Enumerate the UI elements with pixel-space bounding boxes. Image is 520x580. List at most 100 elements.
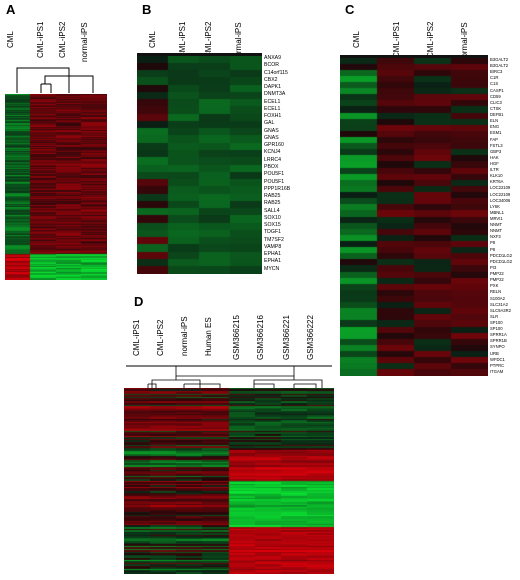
panel-c-gene-label: LOC34006: [490, 197, 511, 203]
panel-b-gene-label: SOX15: [264, 222, 281, 229]
panel-b-gene-label: POU5F1: [264, 171, 285, 178]
panel-c-gene-label: SLC9A3R2: [490, 307, 511, 313]
panel-d-heatmap: [124, 388, 334, 574]
panel-c-gene-label: ILTR: [490, 167, 499, 173]
panel-d-col-4: GSM366215: [232, 315, 241, 360]
panel-c-letter: C: [345, 2, 355, 17]
panel-b-gene-label: SALL4: [264, 207, 280, 214]
panel-c-gene-label: HGF: [490, 160, 499, 166]
panel-c-gene-label: B3GALT2: [490, 57, 509, 62]
panel-c-gene-label: RELN: [490, 289, 502, 295]
panel-b-gene-label: MYCN: [264, 265, 280, 272]
panel-c-col-2: CML-iPS2: [426, 21, 435, 58]
panel-b-gene-label: EPHA1: [264, 251, 282, 258]
panel-c-gene-label: DEFB1: [490, 112, 504, 118]
panel-c-gene-label: SPRR1B: [490, 338, 507, 344]
panel-d-dendrogram: [126, 365, 332, 389]
panel-c-gene-label: SLR: [490, 313, 499, 319]
panel-d-col-7: GSM366222: [306, 315, 315, 360]
panel-c-gene-label: NNMT: [490, 228, 503, 234]
panel-b-gene-label: PPP1R16B: [264, 185, 291, 192]
panel-c-gene-label: C1S: [490, 81, 499, 87]
panel-b-gene-label: SOX10: [264, 214, 281, 221]
panel-b-gene-label: RAB25: [264, 193, 281, 200]
panel-b-heatmap: [137, 56, 262, 274]
panel-b-gene-label: GNAS: [264, 134, 279, 141]
panel-c-gene-label: URB: [490, 350, 499, 356]
panel-b-gene-label: KCNJ4: [264, 149, 281, 156]
panel-b-gene-label: GNAS: [264, 127, 279, 134]
panel-b-gene-label: CBX2: [264, 76, 278, 83]
panel-c-gene-label: FAP: [490, 136, 498, 142]
panel-b-gene-label: DAPK1: [264, 84, 282, 91]
panel-c-gene-label: BIRC3: [490, 69, 503, 75]
panel-b-gene-label: TDGF1: [264, 229, 282, 236]
panel-b-gene-label: ECEL1: [264, 105, 281, 112]
panel-b-gene-label: BCOR: [264, 62, 279, 69]
panel-d-col-3: Human ES: [204, 317, 213, 356]
panel-c-gene-label: P8: [490, 240, 496, 246]
panel-d-letter: D: [134, 294, 144, 309]
panel-c-gene-label: S100A2: [490, 295, 505, 301]
panel-c-gene-label: PMP22: [490, 277, 504, 283]
panel-b-gene-label: C14orf115: [264, 69, 288, 76]
panel-c-gene-label: LOC22109: [490, 191, 511, 197]
panel-c-gene-label: PXK: [490, 283, 499, 289]
panel-d-col-6: GSM366221: [282, 315, 291, 360]
panel-a-heatmap: [5, 94, 107, 280]
panel-a-dendrogram: [16, 67, 94, 93]
panel-c-gene-label: CTSK: [490, 105, 502, 111]
panel-c-gene-label: FSTL3: [490, 142, 503, 148]
panel-a-col-3: normal-iPS: [80, 22, 89, 62]
panel-c-gene-label: GBP3: [490, 148, 502, 154]
panel-c-gene-label: ELN: [490, 118, 499, 124]
panel-c-gene-label: SYNPO: [490, 344, 505, 350]
panel-c-gene-label: SP100: [490, 326, 503, 332]
panel-c-gene-label: PTPRC: [490, 362, 505, 368]
panel-b-gene-label: DNMT3A: [264, 91, 286, 98]
panel-c-gene-label: P8: [490, 246, 496, 252]
panel-b-gene-label: EPHA1: [264, 258, 282, 265]
panel-c-gene-label: KLK10: [490, 173, 503, 179]
panel-b-gene-label: VAMP8: [264, 243, 282, 250]
panel-b-gene-label: RAB25: [264, 200, 281, 207]
panel-b-letter: B: [142, 2, 152, 17]
panel-d-col-0: CML-iPS1: [132, 319, 141, 356]
panel-c-heatmap: [340, 58, 488, 376]
panel-c-gene-label: HAK: [490, 154, 499, 160]
panel-c-gene-label: B3GALT2: [490, 63, 509, 69]
panel-c-gene-label: CLIC3: [490, 99, 502, 105]
panel-b-gene-label: GPR160: [264, 142, 284, 149]
panel-c-col-1: CML-iPS1: [392, 21, 401, 58]
panel-c-gene-label: LY6K: [490, 203, 500, 209]
panel-b-gene-label: GAL: [264, 120, 275, 127]
panel-c-gene-label: C1R: [490, 75, 499, 81]
panel-d-col-2: normal-iPS: [180, 316, 189, 356]
panel-c-gene-label: CASP1: [490, 87, 504, 93]
panel-c-gene-label: PDCD1LG2: [490, 252, 513, 258]
panel-b-header-bar: [137, 53, 262, 56]
panel-a-col-1: CML-iPS1: [36, 21, 45, 58]
panel-d-col-5: GSM366216: [256, 315, 265, 360]
panel-b-gene-label: ANXA9: [264, 55, 282, 61]
panel-c-col-0: CML: [352, 31, 361, 48]
panel-c-gene-label: SLC31A2: [490, 301, 508, 307]
panel-b-gene-label: LRRC4: [264, 156, 282, 163]
panel-c-header-bar: [340, 55, 488, 58]
panel-c-gene-label: CD59: [490, 93, 501, 99]
panel-c-gene-label: PDCD1LG2: [490, 258, 513, 264]
panel-a-col-2: CML-iPS2: [58, 21, 67, 58]
panel-c-gene-label: SP100: [490, 319, 503, 325]
panel-b-gene-label: FOXH1: [264, 113, 282, 120]
panel-c-gene-label: LOC22109: [490, 185, 511, 191]
panel-c-gene-label: NXF3: [490, 234, 501, 240]
panel-a-letter: A: [6, 2, 16, 17]
panel-c-gene-label: MBNL1: [490, 209, 504, 215]
panel-b-gene-label: TM7SF2: [264, 236, 284, 243]
panel-a-col-0: CML: [6, 31, 15, 48]
panel-c-gene-label: SPRR1A: [490, 332, 507, 338]
panel-b-gene-label: ECEL1: [264, 98, 281, 105]
panel-c-gene-label: ITGAM: [490, 368, 504, 374]
panel-b-gene-label: POU5F1: [264, 178, 285, 185]
panel-c-gene-label: PI3: [490, 264, 497, 270]
